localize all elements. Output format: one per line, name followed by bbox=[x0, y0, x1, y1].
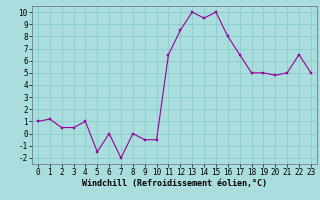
X-axis label: Windchill (Refroidissement éolien,°C): Windchill (Refroidissement éolien,°C) bbox=[82, 179, 267, 188]
